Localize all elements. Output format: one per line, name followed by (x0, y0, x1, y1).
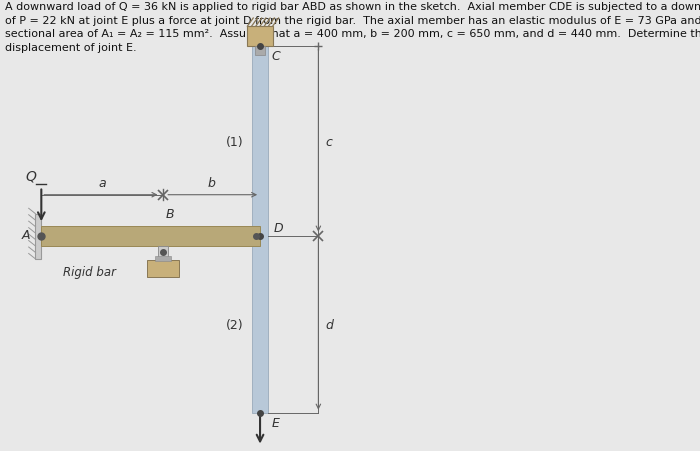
Text: (2): (2) (226, 318, 244, 331)
Bar (36, 214, 41, 259)
Bar (255, 47, 265, 55)
Text: E: E (272, 416, 279, 429)
Bar (158, 247, 168, 258)
Text: A downward load of Q = 36 kN is applied to rigid bar ABD as shown in the sketch.: A downward load of Q = 36 kN is applied … (5, 2, 700, 53)
Text: (1): (1) (226, 136, 244, 148)
Text: D: D (274, 221, 284, 235)
Text: a: a (98, 177, 106, 190)
Bar (41, 227, 260, 247)
Text: Rigid bar: Rigid bar (64, 266, 116, 279)
Bar (252, 47, 268, 413)
Text: Q: Q (25, 169, 36, 183)
Text: B: B (165, 207, 174, 220)
Text: d: d (326, 318, 333, 331)
Text: c: c (326, 136, 332, 148)
Bar (155, 256, 171, 262)
Text: A: A (22, 228, 31, 241)
Text: b: b (207, 177, 216, 190)
Bar (147, 260, 178, 277)
Text: C: C (272, 50, 281, 63)
Bar (247, 27, 273, 47)
